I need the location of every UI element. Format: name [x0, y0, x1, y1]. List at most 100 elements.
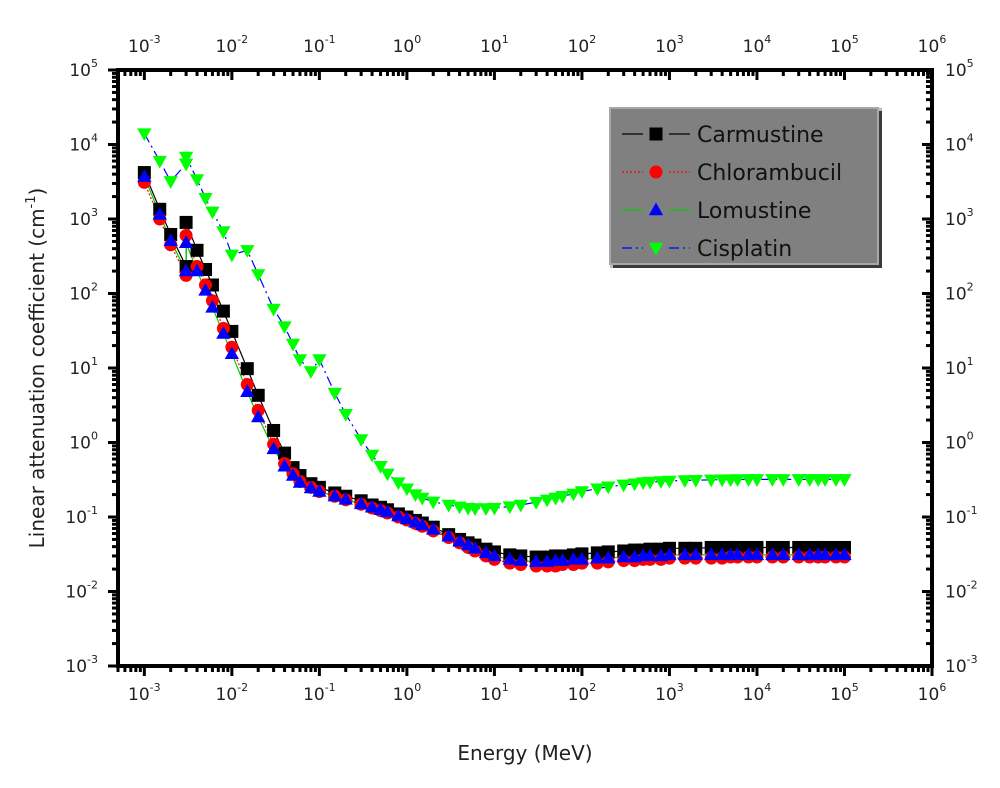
- data-point: [817, 547, 833, 561]
- data-point: [327, 387, 342, 401]
- legend-marker: [649, 127, 663, 141]
- y-tick-label-right: 101: [945, 355, 974, 379]
- data-point: [190, 243, 204, 257]
- x-tick-label-top: 10-2: [216, 33, 249, 57]
- y-tick-label-right: 100: [945, 430, 974, 454]
- data-point: [178, 158, 194, 172]
- data-point: [178, 151, 194, 165]
- data-point: [704, 547, 719, 561]
- data-point: [837, 547, 852, 561]
- data-point: [730, 547, 745, 561]
- data-point: [251, 388, 265, 402]
- data-point: [278, 446, 292, 460]
- data-point: [574, 551, 590, 565]
- data-point: [178, 235, 194, 248]
- data-point: [616, 549, 631, 563]
- data-point: [251, 269, 266, 282]
- data-point: [662, 475, 677, 489]
- data-point: [408, 489, 423, 503]
- data-point: [189, 263, 205, 277]
- data-point: [817, 474, 833, 487]
- data-point: [487, 502, 502, 516]
- data-point: [513, 499, 528, 513]
- x-tick-label-bottom: 105: [830, 681, 859, 705]
- data-point: [303, 366, 319, 379]
- data-point: [198, 193, 213, 206]
- y-axis-title-group: Linear attenuation coefficient (cm-1): [24, 188, 49, 549]
- y-tick-label-left: 102: [69, 281, 98, 305]
- data-point: [555, 491, 570, 504]
- data-point: [688, 474, 703, 488]
- data-point: [179, 215, 193, 229]
- data-point: [251, 409, 266, 423]
- data-point: [338, 491, 353, 505]
- data-point: [765, 474, 780, 487]
- legend-label: Carmustine: [697, 123, 824, 148]
- data-point: [399, 483, 415, 497]
- data-point: [205, 299, 220, 313]
- data-point: [163, 233, 178, 246]
- data-point: [178, 263, 194, 277]
- x-tick-label-bottom: 10-2: [216, 681, 249, 705]
- legend-item: Carmustine: [622, 123, 824, 148]
- data-point: [399, 511, 415, 525]
- y-axis-title-sup: -1: [24, 195, 39, 208]
- data-point: [574, 486, 590, 499]
- y-tick-label-left: 104: [69, 132, 98, 156]
- data-point: [616, 479, 631, 493]
- legend-item: Chlorambucil: [622, 161, 842, 186]
- data-point: [285, 468, 301, 481]
- data-point: [240, 384, 255, 397]
- x-tick-label-top: 101: [480, 33, 509, 57]
- data-point: [601, 481, 616, 495]
- data-point: [292, 475, 308, 488]
- y-tick-label-right: 10-3: [945, 653, 978, 677]
- legend-item: Lomustine: [622, 199, 811, 224]
- data-point: [292, 354, 308, 367]
- data-point: [391, 508, 406, 522]
- data-point: [373, 461, 388, 474]
- x-tick-label-top: 102: [568, 33, 597, 57]
- data-point: [415, 517, 430, 531]
- x-tick-label-top: 103: [655, 33, 684, 57]
- data-point: [277, 321, 292, 335]
- data-point: [730, 474, 745, 487]
- data-point: [391, 477, 406, 491]
- data-point: [224, 249, 240, 263]
- y-tick-label-right: 104: [945, 132, 974, 156]
- data-point: [791, 474, 806, 487]
- data-point: [677, 547, 693, 561]
- x-tick-label-bottom: 104: [743, 681, 772, 705]
- data-point: [677, 475, 693, 488]
- data-point: [380, 504, 395, 518]
- data-point: [137, 128, 152, 142]
- y-tick-label-right: 103: [945, 206, 974, 230]
- y-axis-title: Linear attenuation coefficient (cm-1): [24, 188, 49, 549]
- data-point: [452, 533, 467, 547]
- data-point: [338, 408, 353, 422]
- y-axis-title-main: Linear attenuation coefficient (cm: [25, 208, 49, 548]
- x-tick-label-bottom: 102: [568, 681, 597, 705]
- data-point: [285, 338, 301, 352]
- data-point: [749, 547, 765, 561]
- axis-ticks: [108, 68, 934, 676]
- data-point: [364, 499, 380, 513]
- data-point: [216, 326, 231, 339]
- x-tick-label-top: 100: [393, 33, 422, 57]
- legend-marker: [648, 202, 664, 216]
- data-point: [163, 176, 178, 189]
- data-point: [441, 499, 456, 513]
- x-tick-label-bottom: 101: [480, 681, 509, 705]
- data-point: [441, 528, 456, 542]
- data-point: [704, 474, 719, 488]
- data-point: [487, 548, 502, 562]
- y-tick-label-left: 101: [69, 355, 98, 379]
- data-point: [353, 496, 369, 510]
- data-point: [266, 303, 281, 317]
- data-point: [152, 207, 167, 220]
- data-point: [837, 474, 852, 487]
- data-point: [627, 478, 642, 492]
- data-point: [478, 545, 494, 559]
- y-tick-label-left: 103: [69, 206, 98, 230]
